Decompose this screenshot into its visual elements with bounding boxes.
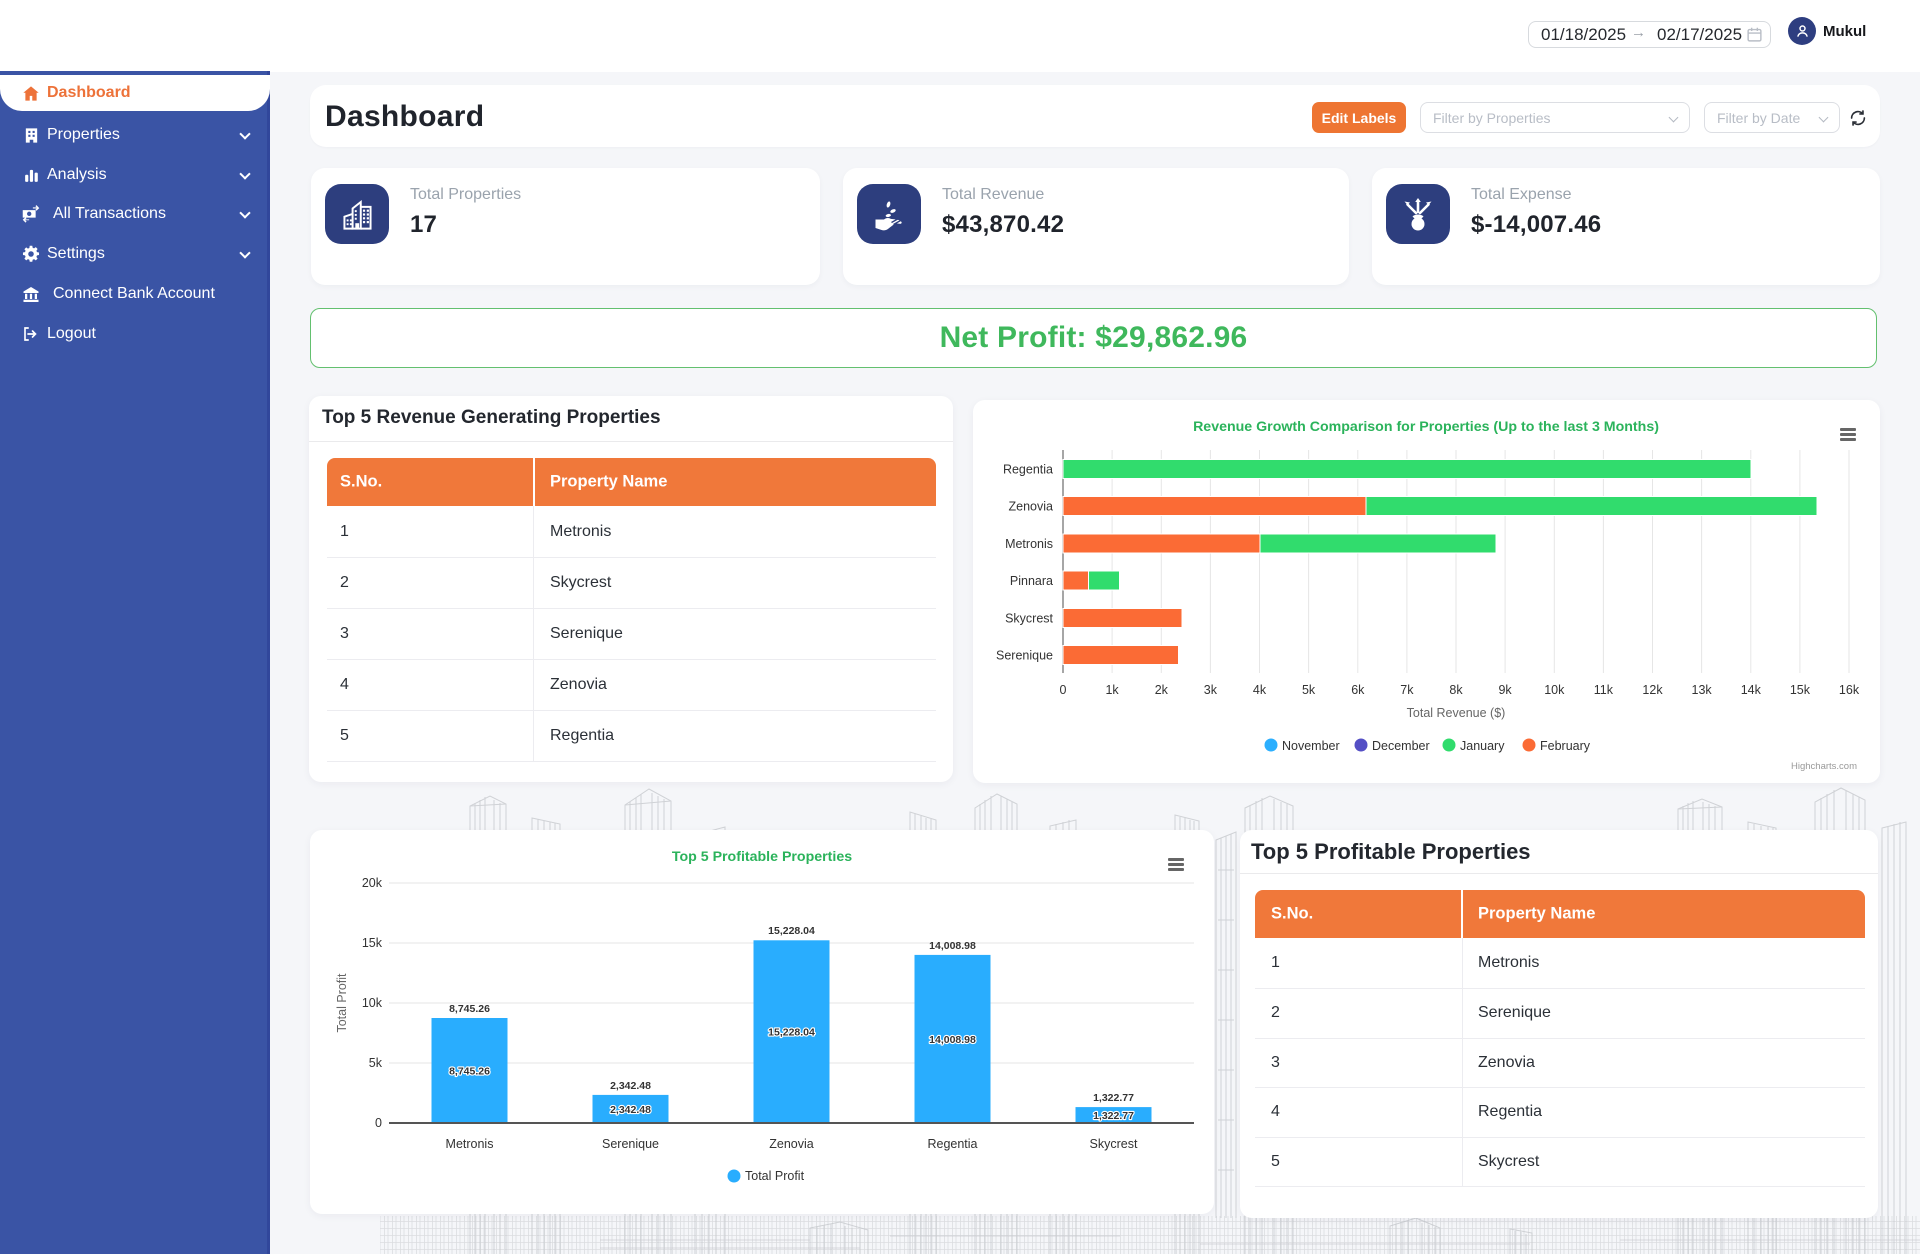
svg-text:11k: 11k xyxy=(1594,683,1614,697)
svg-text:1,322.77: 1,322.77 xyxy=(1093,1110,1134,1122)
svg-text:5k: 5k xyxy=(369,1056,383,1070)
svg-text:0: 0 xyxy=(375,1116,382,1130)
svg-text:Regentia: Regentia xyxy=(927,1137,977,1151)
svg-text:15k: 15k xyxy=(1790,683,1811,697)
svg-text:Regentia: Regentia xyxy=(1003,463,1053,477)
svg-text:1,322.77: 1,322.77 xyxy=(1093,1092,1134,1104)
svg-text:Serenique: Serenique xyxy=(602,1137,659,1151)
svg-text:Total Revenue ($): Total Revenue ($) xyxy=(1407,706,1506,720)
svg-text:14,008.98: 14,008.98 xyxy=(929,1034,976,1046)
svg-text:10k: 10k xyxy=(1544,683,1565,697)
svg-text:5k: 5k xyxy=(1302,683,1316,697)
svg-text:7k: 7k xyxy=(1400,683,1414,697)
svg-text:November: November xyxy=(1282,739,1340,753)
svg-text:Metronis: Metronis xyxy=(1005,537,1053,551)
svg-text:Zenovia: Zenovia xyxy=(1009,500,1054,514)
svg-text:0: 0 xyxy=(1060,683,1067,697)
svg-text:8,745.26: 8,745.26 xyxy=(449,1066,490,1078)
svg-text:Skycrest: Skycrest xyxy=(1090,1137,1138,1151)
svg-text:Metronis: Metronis xyxy=(446,1137,494,1151)
svg-text:15k: 15k xyxy=(362,936,383,950)
svg-text:14k: 14k xyxy=(1741,683,1762,697)
svg-text:14,008.98: 14,008.98 xyxy=(929,940,976,952)
svg-text:2,342.48: 2,342.48 xyxy=(610,1080,651,1092)
svg-text:February: February xyxy=(1540,739,1591,753)
svg-text:Serenique: Serenique xyxy=(996,649,1053,663)
svg-text:6k: 6k xyxy=(1351,683,1365,697)
svg-text:Total Profit: Total Profit xyxy=(745,1169,805,1183)
svg-text:Top 5 Profitable Properties: Top 5 Profitable Properties xyxy=(672,849,852,865)
svg-text:10k: 10k xyxy=(362,996,383,1010)
svg-text:15,228.04: 15,228.04 xyxy=(768,925,815,937)
svg-text:16k: 16k xyxy=(1839,683,1860,697)
svg-text:Revenue Growth Comparison for: Revenue Growth Comparison for Properties… xyxy=(1193,419,1659,435)
svg-text:9k: 9k xyxy=(1498,683,1512,697)
svg-text:15,228.04: 15,228.04 xyxy=(768,1027,815,1039)
svg-text:December: December xyxy=(1372,739,1430,753)
svg-text:2k: 2k xyxy=(1155,683,1169,697)
svg-text:Total Profit: Total Profit xyxy=(335,973,349,1033)
svg-text:Highcharts.com: Highcharts.com xyxy=(1791,761,1857,772)
svg-text:20k: 20k xyxy=(362,876,383,890)
svg-text:8k: 8k xyxy=(1449,683,1463,697)
svg-text:Zenovia: Zenovia xyxy=(769,1137,814,1151)
svg-text:4k: 4k xyxy=(1253,683,1267,697)
svg-text:January: January xyxy=(1460,739,1505,753)
svg-text:3k: 3k xyxy=(1204,683,1218,697)
svg-text:Pinnara: Pinnara xyxy=(1010,574,1053,588)
svg-text:12k: 12k xyxy=(1642,683,1663,697)
svg-text:1k: 1k xyxy=(1105,683,1119,697)
svg-text:Skycrest: Skycrest xyxy=(1005,612,1053,626)
svg-text:2,342.48: 2,342.48 xyxy=(610,1104,651,1116)
svg-text:13k: 13k xyxy=(1692,683,1713,697)
svg-text:8,745.26: 8,745.26 xyxy=(449,1003,490,1015)
